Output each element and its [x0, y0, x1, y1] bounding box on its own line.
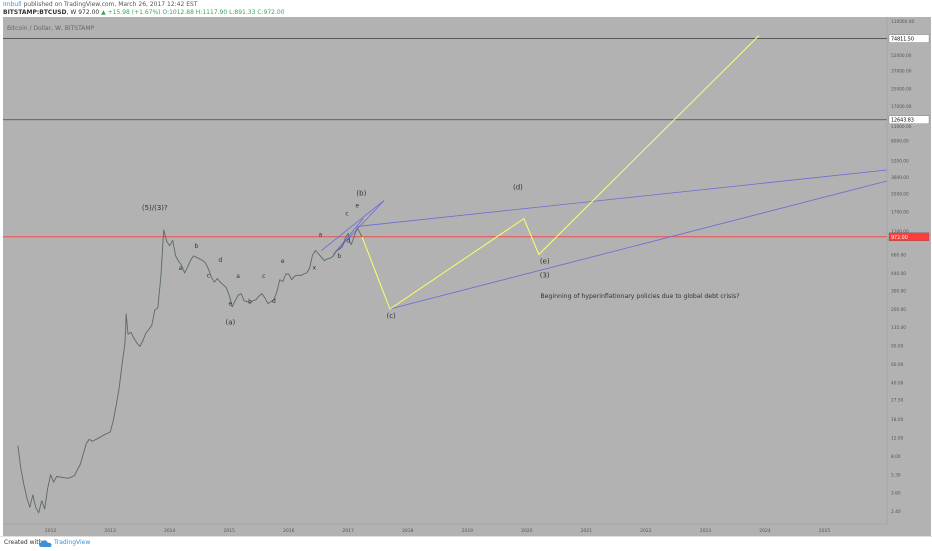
price-chart[interactable]: (5)/(3)? a b c d e a b c d (a) e x a b c d e (b) (c) (d) (e) (… — [3, 17, 931, 536]
price-tick-label: 5200.00 — [891, 158, 909, 164]
time-tick-label: 2014 — [164, 528, 176, 534]
wave-label: e — [355, 202, 359, 209]
wave-label: a — [179, 265, 183, 272]
trendline — [333, 218, 364, 255]
time-tick-label: 2015 — [223, 528, 235, 534]
trendline — [333, 200, 385, 255]
trendline — [389, 180, 888, 310]
wave-label: (e) — [540, 258, 550, 266]
annotation-text: Beginning of hyperinflationary policies … — [540, 293, 739, 300]
price-tick-label: 60.00 — [891, 362, 904, 368]
wave-label: a — [236, 273, 240, 280]
wave-label: (d) — [513, 183, 523, 191]
ohlc-values: O:1012.88 H:1117.90 L:891.33 C:972.00 — [162, 9, 285, 16]
wave-label: c — [262, 273, 265, 280]
author-link[interactable]: Imbull — [3, 1, 22, 8]
chart-title: Bitcoin / Dollar, W, BITSTAMP — [7, 25, 95, 32]
publish-info: Imbull published on TradingView.com, Mar… — [3, 1, 197, 8]
price-tick-label: 12.00 — [891, 435, 904, 441]
price-tick-label: 660.00 — [891, 252, 906, 258]
time-tick-label: 2013 — [104, 528, 116, 534]
price-tick-label: 25000.00 — [891, 87, 912, 93]
time-tick-label: 2020 — [521, 528, 533, 534]
wave-label: d — [272, 298, 276, 305]
price-axis-background — [887, 17, 931, 536]
wave-label: (5)/(3)? — [142, 204, 168, 212]
price-tick-label: 2.40 — [891, 509, 901, 515]
price-tick-label: 90.00 — [891, 343, 904, 349]
time-tick-label: 2021 — [581, 528, 593, 534]
price-tick-label: 440.00 — [891, 271, 906, 277]
footer: Created with TradingView — [0, 536, 932, 551]
published-text: published on TradingView.com, March 26, … — [23, 1, 198, 8]
price-tick-label: 110000.00 — [891, 19, 915, 25]
time-axis-background — [3, 524, 931, 536]
price-tick-label: 2500.00 — [891, 192, 909, 198]
price-level-box — [888, 115, 930, 124]
wave-label: a — [318, 232, 322, 239]
price-level-label: 972.00 — [891, 235, 908, 241]
time-tick-label: 2012 — [45, 528, 57, 534]
tradingview-cloud-icon — [39, 540, 52, 547]
projection-line — [361, 35, 760, 310]
price-tick-label: 17000.00 — [891, 104, 912, 110]
tradingview-link[interactable]: TradingView — [54, 539, 91, 546]
wave-label: e — [281, 258, 285, 265]
chart-header: Imbull published on TradingView.com, Mar… — [0, 0, 932, 17]
chart-background — [3, 17, 931, 536]
wave-label: x — [313, 265, 317, 272]
wave-label: c — [207, 272, 210, 279]
price-tick-label: 52000.00 — [891, 53, 912, 59]
price-tick-label: 18.00 — [891, 417, 904, 423]
created-with-text: Created with — [4, 539, 43, 546]
wave-label: (c) — [386, 312, 396, 320]
price-tick-label: 37000.00 — [891, 69, 912, 75]
wave-label: d — [346, 237, 350, 244]
price-tick-label: 8.00 — [891, 454, 901, 460]
wave-label: e — [229, 301, 233, 308]
price-tick-label: 3600.00 — [891, 175, 909, 181]
wave-label: (b) — [356, 190, 366, 198]
price-level-label: 74811.50 — [891, 37, 914, 43]
price-tick-label: 1100.00 — [891, 229, 909, 235]
price-tick-label: 300.00 — [891, 288, 906, 294]
time-tick-label: 2017 — [343, 528, 355, 534]
trendline — [357, 169, 888, 227]
wave-label: b — [337, 253, 341, 260]
time-tick-label: 2019 — [462, 528, 474, 534]
price-tick-label: 8000.00 — [891, 139, 909, 145]
price-tick-label: 5.30 — [891, 473, 901, 479]
price-series-line — [17, 227, 363, 514]
interval: W — [70, 9, 77, 16]
symbol-info: BITSTAMP:BTCUSD, W 972.00 ▲ +15.98 (+1.6… — [3, 9, 285, 16]
wave-label: d — [218, 257, 222, 264]
time-tick-label: 2016 — [283, 528, 295, 534]
price-level-box — [888, 34, 930, 43]
price-tick-label: 135.00 — [891, 325, 906, 331]
price-tick-label: 200.00 — [891, 307, 906, 313]
time-tick-label: 2023 — [700, 528, 712, 534]
wave-label: (3) — [540, 271, 550, 279]
price-level-box — [888, 232, 930, 241]
price-tick-label: 40.00 — [891, 380, 904, 386]
trendline — [321, 200, 385, 251]
wave-label: (a) — [226, 319, 236, 327]
symbol-name: BITSTAMP:BTCUSD — [3, 9, 67, 16]
price-level-label: 12643.83 — [891, 118, 914, 124]
price-tick-label: 3.60 — [891, 490, 901, 496]
price-tick-label: 1700.00 — [891, 209, 909, 215]
time-tick-label: 2025 — [819, 528, 831, 534]
wave-label: b — [248, 299, 252, 306]
price-tick-label: 27.50 — [891, 398, 904, 404]
time-tick-label: 2024 — [759, 528, 771, 534]
time-tick-label: 2018 — [402, 528, 414, 534]
price-change: ▲ +15.98 (+1.67%) — [101, 9, 161, 16]
time-tick-label: 2022 — [640, 528, 652, 534]
price-tick-label: 11000.00 — [891, 124, 912, 130]
wave-label: b — [195, 243, 199, 250]
last-price: 972.00 — [78, 9, 100, 16]
wave-label: c — [345, 211, 348, 218]
